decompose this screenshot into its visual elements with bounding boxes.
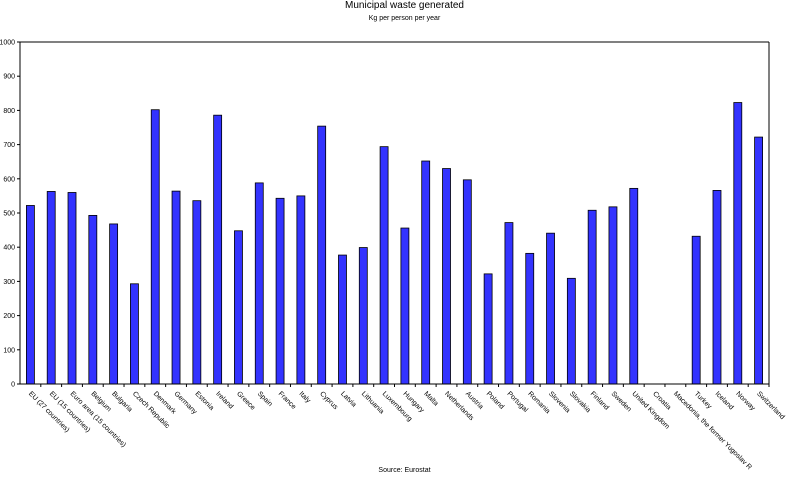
x-tick-label: Italy <box>297 390 311 404</box>
y-axis: 0 100 200 300 400 500 600 700 800 900 1000 <box>0 40 20 389</box>
x-tick-label: Slovenia <box>547 390 571 414</box>
bar <box>46 191 56 385</box>
bar <box>296 195 306 385</box>
chart-source: Source: Eurostat <box>378 467 431 474</box>
bar <box>254 182 264 385</box>
bar <box>192 200 202 385</box>
y-tick-label: 300 <box>3 279 15 286</box>
y-tick-label: 0 <box>11 382 15 389</box>
bar <box>171 190 181 385</box>
bar <box>26 205 35 385</box>
bar <box>525 252 535 385</box>
x-tick-label: Iceland <box>714 390 735 411</box>
x-tick-label: Slovakia <box>568 390 592 414</box>
x-tick-label: Cyprus <box>318 390 339 411</box>
bar <box>691 235 701 385</box>
bar <box>442 168 451 385</box>
y-tick-label: 100 <box>3 347 15 354</box>
x-axis-labels: EU (27 countries)EU (15 countries)Euro a… <box>27 384 786 471</box>
x-tick-label: Ireland <box>214 390 234 410</box>
bar <box>754 136 763 385</box>
x-tick-label: Portugal <box>506 390 530 414</box>
x-tick-label: Greece <box>235 390 256 411</box>
y-tick-label: 700 <box>3 142 15 149</box>
x-tick-label: Macedonia, the former Yugoslav R <box>672 390 753 471</box>
x-tick-label: Bulgaria <box>110 390 133 413</box>
x-tick-label: Czech Republic <box>131 390 171 430</box>
x-tick-label: United Kingdom <box>630 390 670 430</box>
y-tick-label: 200 <box>3 313 15 320</box>
y-tick-label: 400 <box>3 245 15 252</box>
bar <box>629 187 639 385</box>
bar <box>483 273 493 385</box>
y-tick-label: 900 <box>3 74 15 81</box>
x-tick-label: EU (27 countries) <box>27 390 70 433</box>
bar <box>317 125 327 385</box>
x-tick-label: Sweden <box>610 390 633 413</box>
x-tick-label: Spain <box>256 390 274 408</box>
bar <box>608 206 618 385</box>
bar <box>733 102 743 385</box>
bar <box>338 254 347 385</box>
bar <box>213 114 223 385</box>
chart-subtitle: Kg per person per year <box>368 15 441 22</box>
x-tick-label: Malta <box>422 390 439 407</box>
bar <box>88 214 98 385</box>
y-tick-label: 500 <box>3 211 15 218</box>
bar <box>587 209 597 385</box>
chart-title: Municipal waste generated <box>345 0 464 11</box>
bar <box>546 232 555 385</box>
bars <box>26 102 763 385</box>
y-tick-label: 600 <box>3 176 15 183</box>
bar <box>67 192 77 385</box>
y-tick-label: 1000 <box>0 40 15 47</box>
x-tick-label: Turkey <box>693 390 713 410</box>
bar <box>130 283 139 385</box>
x-tick-label: Latvia <box>339 390 357 408</box>
bar <box>234 230 243 385</box>
x-tick-label: Norway <box>734 390 756 412</box>
x-tick-label: France <box>277 390 297 410</box>
bar <box>379 146 389 385</box>
bar <box>150 109 160 385</box>
bar <box>504 222 514 385</box>
bar <box>462 179 472 385</box>
bar <box>421 160 431 385</box>
bar <box>358 247 368 385</box>
bar <box>275 197 285 385</box>
bar <box>109 223 119 385</box>
x-tick-label: Switzerland <box>755 390 786 421</box>
y-tick-label: 800 <box>3 108 15 115</box>
bar <box>400 227 410 385</box>
x-tick-label: Poland <box>485 390 505 410</box>
bar <box>712 190 722 385</box>
x-tick-label: Austria <box>464 390 484 410</box>
bar <box>566 277 576 385</box>
